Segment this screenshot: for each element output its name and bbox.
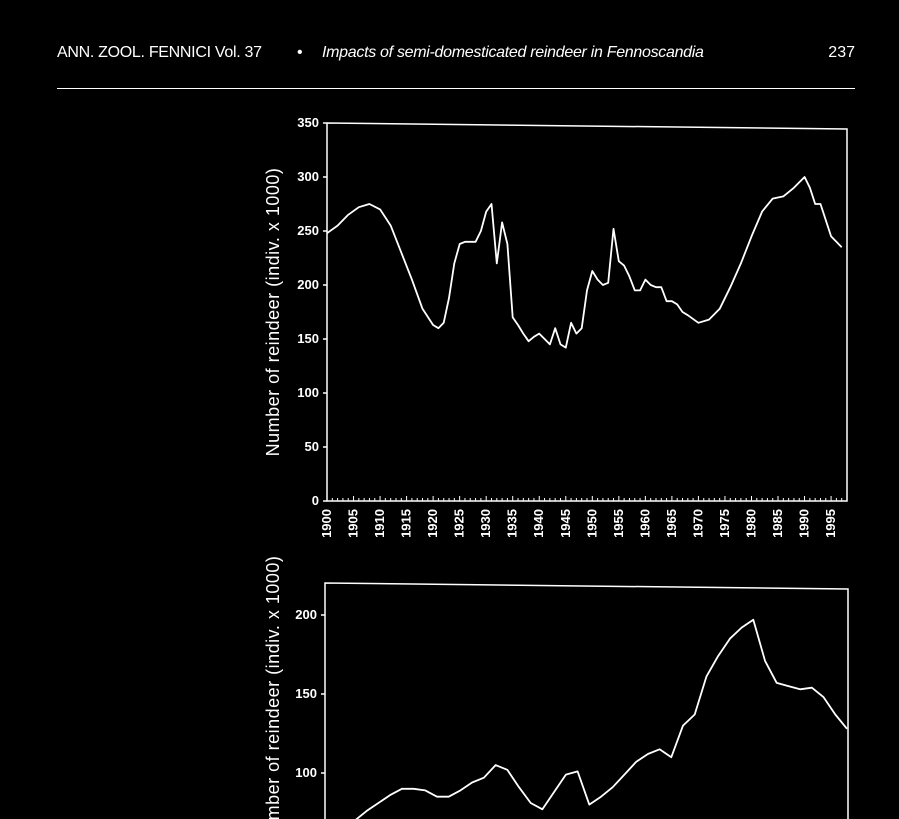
- journal-citation: ANN. ZOOL. FENNICI Vol. 37: [57, 44, 262, 61]
- x-tick-label: 1920: [425, 509, 440, 538]
- y-tick-label: 150: [297, 331, 319, 346]
- header-rule: [57, 88, 855, 89]
- y-axis-label: Number of reindeer (indiv. x 1000): [263, 168, 283, 457]
- x-tick-label: 1915: [399, 509, 414, 538]
- y-tick-label: 0: [312, 493, 319, 508]
- header-bullet: •: [297, 44, 303, 61]
- chart-1: 0 50 100 150 200 250 300 350 1900 1905 1910 1915 192…: [263, 115, 848, 538]
- running-header: ANN. ZOOL. FENNICI Vol. 37 • Impacts of …: [57, 44, 855, 66]
- x-tick-label: 1990: [797, 509, 812, 538]
- x-tick-label: 1910: [372, 509, 387, 538]
- x-tick-label: 1905: [346, 509, 361, 538]
- reindeer-series-line-2: [355, 618, 848, 819]
- x-tick-label: 1945: [558, 509, 573, 538]
- reindeer-series-line: [326, 176, 843, 349]
- y-tick-label: 100: [295, 765, 317, 780]
- x-tick-label: 1970: [690, 509, 705, 538]
- y-tick-label: 200: [297, 277, 319, 292]
- chart-2-frame: [324, 582, 849, 819]
- x-tick-label: 1935: [505, 509, 520, 538]
- x-tick-label: 1900: [319, 509, 334, 538]
- x-tick-label: 1950: [584, 509, 599, 538]
- x-tick-label: 1995: [823, 509, 838, 538]
- x-tick-label: 1925: [452, 509, 467, 538]
- article-title: Impacts of semi-domesticated reindeer in…: [322, 44, 704, 61]
- y-tick-label: 350: [297, 115, 319, 130]
- chart-1-frame: [326, 122, 848, 502]
- y-tick-label: 150: [295, 686, 317, 701]
- chart-2: 100 150 200 Number of reindeer (indiv. x 10…: [263, 556, 849, 819]
- y-tick-label: 250: [297, 223, 319, 238]
- x-tick-label: 1960: [637, 509, 652, 538]
- x-tick-label: 1980: [743, 509, 758, 538]
- x-tick-label: 1985: [770, 509, 785, 538]
- y-tick-label: 300: [297, 169, 319, 184]
- x-tick-label: 1975: [717, 509, 732, 538]
- x-tick-label: 1965: [664, 509, 679, 538]
- x-tick-label: 1940: [531, 509, 546, 538]
- page-number: 237: [828, 44, 855, 61]
- y-axis-label-2: Number of reindeer (indiv. x 1000): [263, 556, 283, 819]
- y-tick-label: 200: [295, 607, 317, 622]
- x-tick-label: 1955: [611, 509, 626, 538]
- x-tick-label: 1930: [478, 509, 493, 538]
- y-tick-label: 100: [297, 385, 319, 400]
- y-tick-label: 50: [305, 439, 319, 454]
